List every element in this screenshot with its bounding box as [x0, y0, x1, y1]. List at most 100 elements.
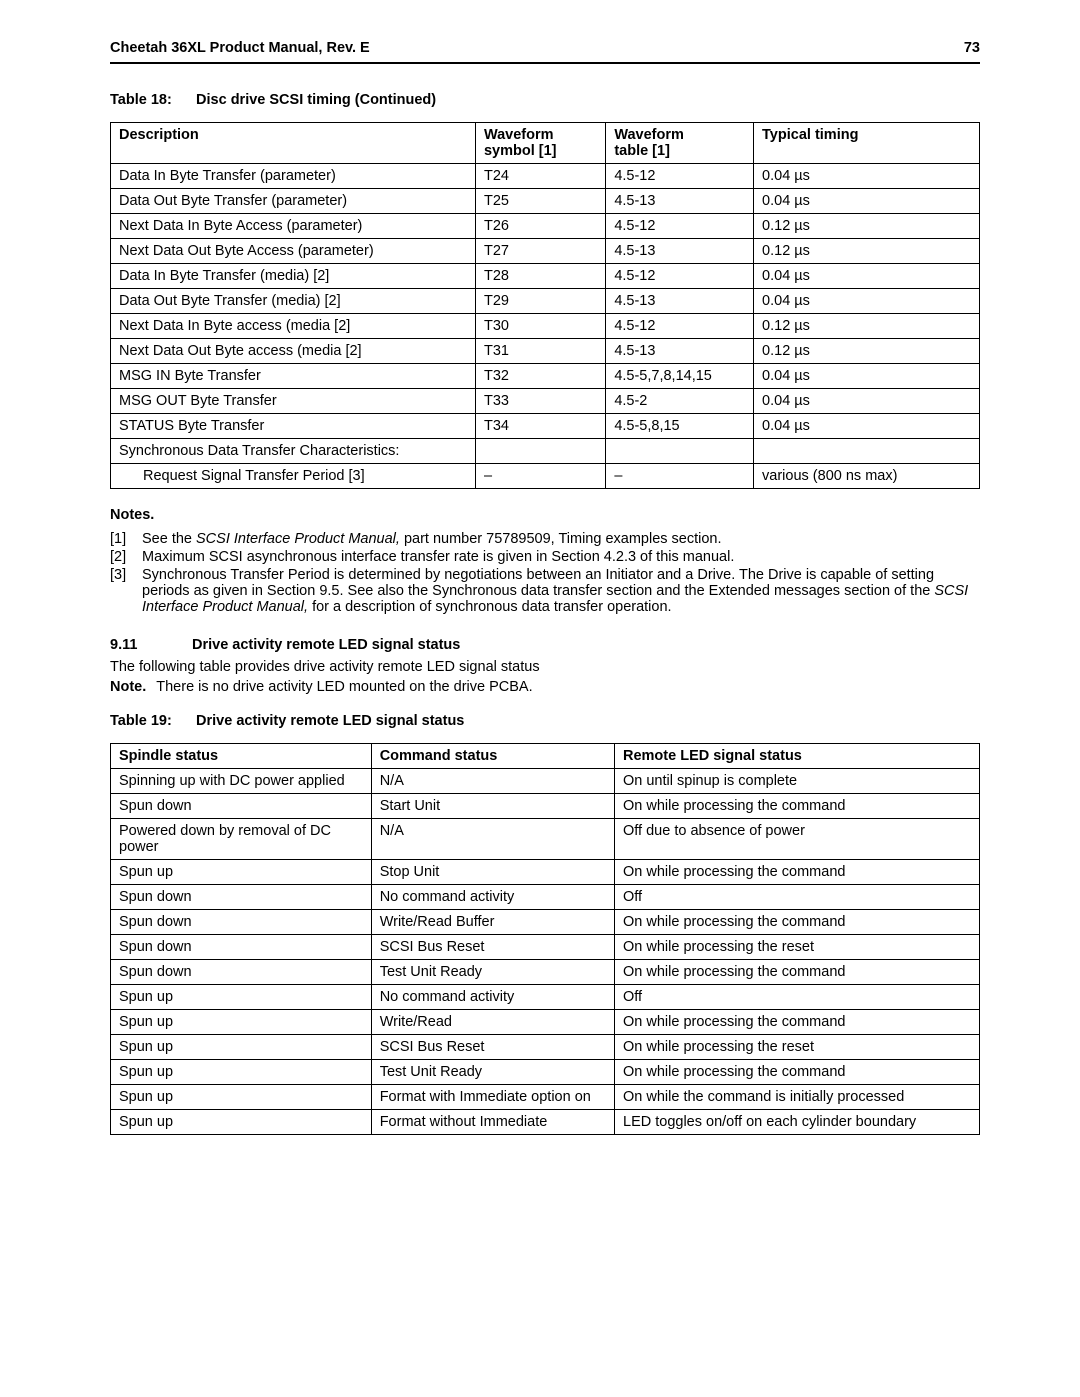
table-cell: 4.5-5,7,8,14,15 — [606, 364, 754, 389]
table-cell: T24 — [475, 164, 605, 189]
note-item: [2]Maximum SCSI asynchronous interface t… — [110, 549, 980, 565]
table18-header-row: DescriptionWaveform symbol [1]Waveform t… — [111, 123, 980, 164]
table-cell: On while processing the command — [615, 1010, 980, 1035]
table18-caption-text: Disc drive SCSI timing (Continued) — [196, 92, 436, 108]
table19-col-header: Spindle status — [111, 744, 372, 769]
table19-col-header: Command status — [371, 744, 614, 769]
table-cell: Format without Immediate — [371, 1110, 614, 1135]
table-row: Data In Byte Transfer (media) [2]T284.5-… — [111, 264, 980, 289]
table-cell: Format with Immediate option on — [371, 1085, 614, 1110]
table-cell: 4.5-13 — [606, 239, 754, 264]
table-cell: 4.5-12 — [606, 314, 754, 339]
table-cell: Data Out Byte Transfer (media) [2] — [111, 289, 476, 314]
table-row: Powered down by removal of DC powerN/AOf… — [111, 819, 980, 860]
table18-col-header: Description — [111, 123, 476, 164]
table-cell: Off — [615, 885, 980, 910]
table-cell: T27 — [475, 239, 605, 264]
note-index: [3] — [110, 567, 142, 615]
table-row: Spun upStop UnitOn while processing the … — [111, 860, 980, 885]
table19-header-row: Spindle statusCommand statusRemote LED s… — [111, 744, 980, 769]
table-cell: 0.04 µs — [754, 389, 980, 414]
table-row: MSG IN Byte TransferT324.5-5,7,8,14,150.… — [111, 364, 980, 389]
table-cell: Spun up — [111, 1010, 372, 1035]
table-row: Request Signal Transfer Period [3]––vari… — [111, 464, 980, 489]
table-cell: Next Data Out Byte Access (parameter) — [111, 239, 476, 264]
notes-heading: Notes. — [110, 507, 980, 523]
table18: DescriptionWaveform symbol [1]Waveform t… — [110, 122, 980, 489]
table-row: Next Data Out Byte access (media [2]T314… — [111, 339, 980, 364]
table-cell: SCSI Bus Reset — [371, 935, 614, 960]
section-number: 9.11 — [110, 637, 192, 653]
table-cell: N/A — [371, 769, 614, 794]
table-cell: Stop Unit — [371, 860, 614, 885]
note-text: See the SCSI Interface Product Manual, p… — [142, 531, 980, 547]
table-row: Spun upTest Unit ReadyOn while processin… — [111, 1060, 980, 1085]
table-cell: Spun up — [111, 860, 372, 885]
table-row: Spun downStart UnitOn while processing t… — [111, 794, 980, 819]
table-cell: Spinning up with DC power applied — [111, 769, 372, 794]
table-cell: 0.12 µs — [754, 214, 980, 239]
table-row: Spun upFormat with Immediate option onOn… — [111, 1085, 980, 1110]
table-cell: Off due to absence of power — [615, 819, 980, 860]
table-cell: Synchronous Data Transfer Characteristic… — [111, 439, 476, 464]
table-cell: On while processing the command — [615, 960, 980, 985]
table-cell: STATUS Byte Transfer — [111, 414, 476, 439]
header-title: Cheetah 36XL Product Manual, Rev. E — [110, 40, 370, 56]
table-cell: T33 — [475, 389, 605, 414]
table-cell — [475, 439, 605, 464]
table-row: Spun downWrite/Read BufferOn while proce… — [111, 910, 980, 935]
table19: Spindle statusCommand statusRemote LED s… — [110, 743, 980, 1135]
table-cell: 4.5-5,8,15 — [606, 414, 754, 439]
note-text: There is no drive activity LED mounted o… — [156, 679, 532, 695]
note-text: Synchronous Transfer Period is determine… — [142, 567, 980, 615]
table-cell: various (800 ns max) — [754, 464, 980, 489]
note-label: Note. — [110, 679, 146, 695]
table-cell: 0.04 µs — [754, 189, 980, 214]
table-cell: 0.12 µs — [754, 239, 980, 264]
header-page: 73 — [964, 40, 980, 56]
note-item: [3]Synchronous Transfer Period is determ… — [110, 567, 980, 615]
table-cell: T25 — [475, 189, 605, 214]
table-cell: Spun down — [111, 794, 372, 819]
table-cell: SCSI Bus Reset — [371, 1035, 614, 1060]
table-cell: On while processing the command — [615, 794, 980, 819]
table-cell: No command activity — [371, 885, 614, 910]
table-cell: Next Data In Byte Access (parameter) — [111, 214, 476, 239]
table-cell: Spun up — [111, 1085, 372, 1110]
table18-col-header: Waveform symbol [1] — [475, 123, 605, 164]
table-cell: Powered down by removal of DC power — [111, 819, 372, 860]
table-cell: 0.04 µs — [754, 414, 980, 439]
table-cell: 4.5-13 — [606, 289, 754, 314]
table-row: Data Out Byte Transfer (parameter)T254.5… — [111, 189, 980, 214]
table18-col-header: Typical timing — [754, 123, 980, 164]
table-cell: 0.04 µs — [754, 164, 980, 189]
table-row: Data Out Byte Transfer (media) [2]T294.5… — [111, 289, 980, 314]
table-cell: Next Data In Byte access (media [2] — [111, 314, 476, 339]
table-cell: MSG OUT Byte Transfer — [111, 389, 476, 414]
table-row: Synchronous Data Transfer Characteristic… — [111, 439, 980, 464]
table-cell: 4.5-12 — [606, 214, 754, 239]
table-cell: Next Data Out Byte access (media [2] — [111, 339, 476, 364]
table-cell: Spun down — [111, 960, 372, 985]
table19-caption-num: Table 19: — [110, 713, 192, 729]
table-row: Spun downTest Unit ReadyOn while process… — [111, 960, 980, 985]
table18-caption: Table 18: Disc drive SCSI timing (Contin… — [110, 92, 980, 108]
table-cell: Spun down — [111, 885, 372, 910]
table-cell: On while processing the reset — [615, 935, 980, 960]
table-cell: On while processing the command — [615, 1060, 980, 1085]
table-cell: Spun up — [111, 1060, 372, 1085]
section-title: Drive activity remote LED signal status — [192, 637, 460, 653]
table-row: STATUS Byte TransferT344.5-5,8,150.04 µs — [111, 414, 980, 439]
table18-col-header: Waveform table [1] — [606, 123, 754, 164]
table19-caption: Table 19: Drive activity remote LED sign… — [110, 713, 980, 729]
section-note: Note. There is no drive activity LED moun… — [110, 679, 980, 695]
table-cell: 4.5-13 — [606, 189, 754, 214]
table-cell: Data In Byte Transfer (parameter) — [111, 164, 476, 189]
table-cell: On until spinup is complete — [615, 769, 980, 794]
table-cell: Off — [615, 985, 980, 1010]
table-row: Next Data In Byte access (media [2]T304.… — [111, 314, 980, 339]
table-cell: N/A — [371, 819, 614, 860]
table-row: Spun upNo command activityOff — [111, 985, 980, 1010]
table-cell: T30 — [475, 314, 605, 339]
table-row: Data In Byte Transfer (parameter)T244.5-… — [111, 164, 980, 189]
